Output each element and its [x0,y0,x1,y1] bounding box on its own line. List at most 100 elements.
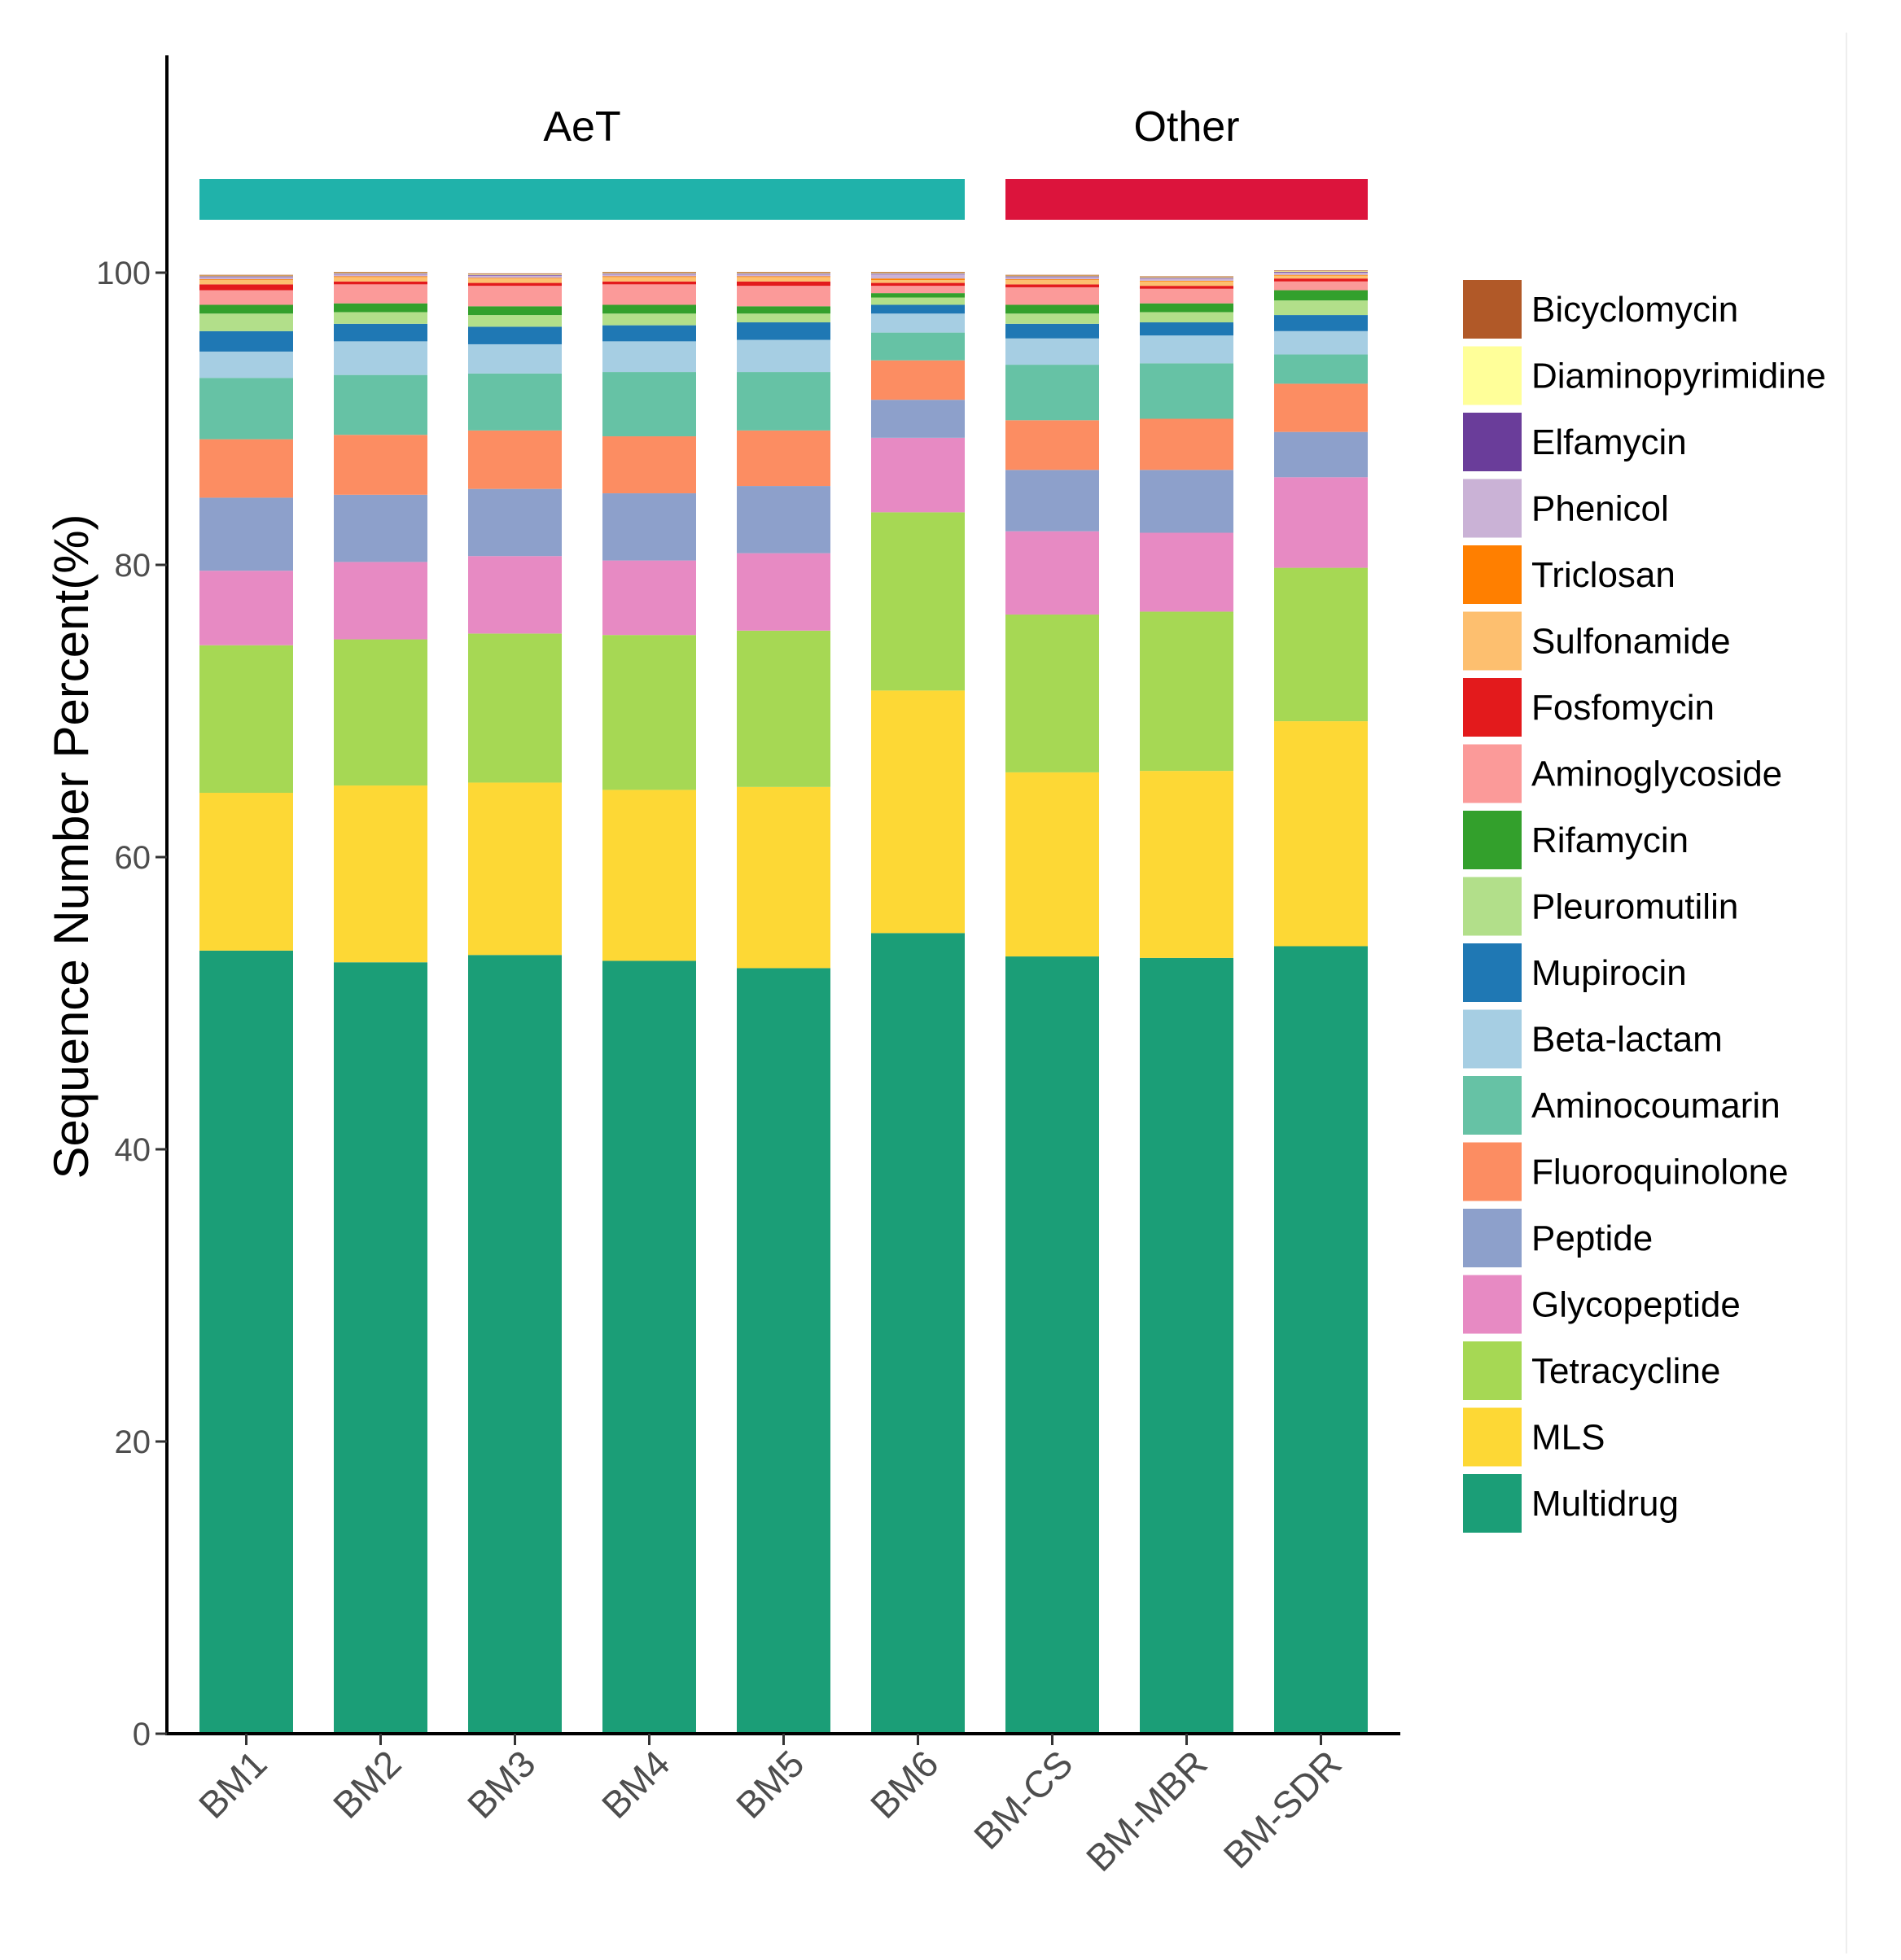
bar-segment-bicyclomycin-bm3 [468,273,562,274]
bar-segment-fosfomycin-bm2 [334,281,427,285]
bar-segment-aminocoumarin-bm-sdr [1274,354,1368,384]
bar-segment-rifamycin-bm2 [334,303,427,313]
bar-segment-glycopeptide-bm3 [468,556,562,634]
bar-segment-tetracycline-bm4 [602,635,696,790]
legend-label-glycopeptide: Glycopeptide [1531,1285,1741,1325]
legend-item-mls: MLS [1463,1407,1605,1467]
bar-segment-beta-lactam-bm2 [334,341,427,375]
bar-segment-triclosan-bm6 [871,278,965,280]
bar-segment-elfamycin-bm3 [468,274,562,276]
bar-segment-elfamycin-bm6 [871,273,965,274]
bar-segment-mupirocin-bm1 [199,330,293,352]
bar-segment-beta-lactam-bm6 [871,313,965,333]
bars [199,270,1368,1734]
bar-segment-mls-bm4 [602,790,696,961]
bar-segment-tetracycline-bm-cs [1005,615,1099,772]
bar-segment-sulfonamide-bm2 [334,277,427,282]
legend-label-beta-lactam: Beta-lactam [1531,1020,1723,1060]
bar-segment-multidrug-bm6 [871,933,965,1734]
y-tick-label-100: 100 [96,256,151,291]
bar-segment-bicyclomycin-bm-sdr [1274,270,1368,272]
bar-segment-bicyclomycin-bm5 [737,272,830,273]
bar-segment-fosfomycin-bm-sdr [1274,278,1368,282]
legend-label-elfamycin: Elfamycin [1531,422,1687,462]
legend-label-aminocoumarin: Aminocoumarin [1531,1086,1781,1126]
bar-segment-multidrug-bm2 [334,962,427,1734]
legend-item-tetracycline: Tetracycline [1463,1341,1720,1400]
bar-segment-rifamycin-bm-cs [1005,304,1099,314]
bar-stack-bm4 [602,272,696,1734]
bar-segment-fosfomycin-bm-mbr [1140,286,1233,289]
bar-segment-glycopeptide-bm-mbr [1140,532,1233,612]
bar-segment-phenicol-bm5 [737,273,830,277]
bar-segment-sulfonamide-bm6 [871,279,965,283]
bar-segment-aminocoumarin-bm-cs [1005,365,1099,421]
bar-segment-phenicol-bm3 [468,275,562,278]
bar-segment-fosfomycin-bm6 [871,282,965,287]
bar-segment-peptide-bm-sdr [1274,431,1368,478]
legend-label-mls: MLS [1531,1418,1605,1458]
bar-segment-peptide-bm1 [199,497,293,571]
group-annotations: AeT Other [199,103,1368,220]
bar-segment-aminocoumarin-bm5 [737,372,830,431]
legend-swatch-triclosan [1463,545,1522,604]
bar-segment-diaminopyrimidine-bm-sdr [1274,271,1368,273]
legend-swatch-bicyclomycin [1463,280,1522,339]
bar-segment-mupirocin-bm-mbr [1140,322,1233,336]
legend-item-aminoglycoside: Aminoglycoside [1463,744,1782,803]
bar-segment-elfamycin-bm-sdr [1274,272,1368,273]
bar-segment-elfamycin-bm4 [602,273,696,274]
bar-segment-tetracycline-bm2 [334,639,427,786]
bar-segment-sulfonamide-bm-cs [1005,279,1099,285]
bar-segment-diaminopyrimidine-bm-mbr [1140,277,1233,278]
bar-segment-pleuromutilin-bm6 [871,297,965,305]
bar-segment-bicyclomycin-bm6 [871,272,965,273]
bar-segment-phenicol-bm4 [602,273,696,277]
bar-segment-fluoroquinolone-bm1 [199,439,293,498]
group-bar-other [1005,179,1368,220]
legend-swatch-aminoglycoside [1463,744,1522,803]
group-label-other: Other [1133,103,1239,151]
bar-segment-multidrug-bm-mbr [1140,957,1233,1734]
legend-item-diaminopyrimidine: Diaminopyrimidine [1463,346,1826,405]
legend-swatch-pleuromutilin [1463,877,1522,936]
bar-segment-fluoroquinolone-bm-cs [1005,420,1099,470]
bar-segment-triclosan-bm-mbr [1140,280,1233,282]
bar-segment-bicyclomycin-bm4 [602,272,696,273]
legend-label-sulfonamide: Sulfonamide [1531,622,1731,662]
bar-segment-phenicol-bm-mbr [1140,278,1233,281]
bar-segment-tetracycline-bm5 [737,630,830,787]
bar-segment-diaminopyrimidine-bm-cs [1005,275,1099,277]
bar-segment-triclosan-bm4 [602,276,696,278]
bar-segment-fluoroquinolone-bm6 [871,360,965,400]
legend-item-bicyclomycin: Bicyclomycin [1463,280,1738,339]
legend-item-beta-lactam: Beta-lactam [1463,1009,1723,1069]
bar-segment-pleuromutilin-bm-cs [1005,313,1099,324]
legend-label-aminoglycoside: Aminoglycoside [1531,755,1782,794]
bar-segment-rifamycin-bm-mbr [1140,303,1233,313]
bar-segment-elfamycin-bm5 [737,273,830,274]
y-tick-label-0: 0 [133,1717,151,1752]
legend-swatch-peptide [1463,1209,1522,1267]
bar-segment-pleuromutilin-bm2 [334,312,427,324]
bar-segment-bicyclomycin-bm2 [334,272,427,273]
y-tick-label-80: 80 [115,548,151,584]
bar-segment-aminocoumarin-bm4 [602,372,696,437]
bar-segment-phenicol-bm2 [334,273,427,277]
bar-segment-multidrug-bm-cs [1005,956,1099,1734]
bar-segment-tetracycline-bm-mbr [1140,611,1233,772]
legend-swatch-glycopeptide [1463,1275,1522,1334]
bar-segment-fluoroquinolone-bm4 [602,436,696,494]
bar-segment-elfamycin-bm1 [199,276,293,278]
bar-segment-aminoglycoside-bm1 [199,290,293,305]
bar-segment-aminoglycoside-bm6 [871,286,965,294]
bar-segment-triclosan-bm-sdr [1274,274,1368,276]
bar-segment-phenicol-bm-sdr [1274,273,1368,275]
bar-stack-bm2 [334,272,427,1734]
legend-item-pleuromutilin: Pleuromutilin [1463,877,1738,936]
legend-swatch-mls [1463,1407,1522,1467]
bar-stack-bm-sdr [1274,270,1368,1734]
legend-label-diaminopyrimidine: Diaminopyrimidine [1531,357,1826,396]
bar-segment-mls-bm6 [871,690,965,934]
